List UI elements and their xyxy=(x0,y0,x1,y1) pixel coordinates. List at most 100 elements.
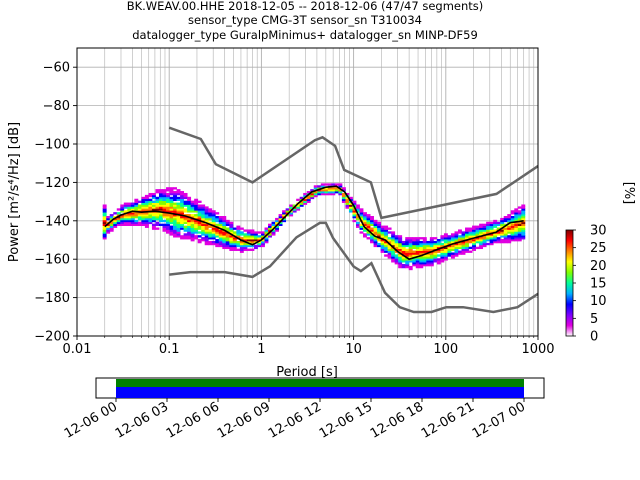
density-cell xyxy=(137,200,142,203)
colorbar-tick-label: 5 xyxy=(590,312,598,327)
density-cell xyxy=(521,221,526,225)
density-cell xyxy=(236,244,241,248)
density-cell xyxy=(366,233,371,236)
density-cell xyxy=(493,229,498,232)
density-cell xyxy=(183,192,188,196)
density-cell xyxy=(352,200,357,203)
density-cell xyxy=(468,240,473,244)
density-cell xyxy=(412,264,417,267)
density-cell xyxy=(370,231,374,234)
density-cell xyxy=(243,244,248,248)
density-cell xyxy=(503,217,508,221)
density-cell xyxy=(412,252,417,255)
density-cell xyxy=(158,212,163,215)
density-cell xyxy=(166,202,170,205)
y-tick-label: −140 xyxy=(34,214,70,229)
density-cell xyxy=(401,260,406,263)
density-cell xyxy=(155,208,160,211)
density-cell xyxy=(183,194,188,198)
density-cell xyxy=(493,225,498,228)
density-cell xyxy=(415,265,420,269)
density-cell xyxy=(348,206,353,209)
density-cell xyxy=(443,250,448,253)
density-cell xyxy=(450,254,455,257)
density-cell xyxy=(521,206,526,209)
density-cell xyxy=(419,252,424,255)
density-cell xyxy=(373,227,378,230)
density-cell xyxy=(461,248,466,251)
density-cell xyxy=(215,233,220,236)
density-cell xyxy=(352,212,357,215)
density-cell xyxy=(405,252,410,255)
density-cell xyxy=(366,214,371,217)
density-cell xyxy=(144,196,149,200)
density-cell xyxy=(180,219,185,223)
density-cell xyxy=(106,231,111,234)
density-cell xyxy=(187,196,192,200)
density-cell xyxy=(387,248,392,251)
density-cell xyxy=(225,229,230,232)
density-cell xyxy=(415,252,420,255)
coverage-tick-label: 12-06 03 xyxy=(113,399,171,441)
density-cell xyxy=(458,239,462,242)
density-cell xyxy=(408,260,413,263)
y-tick-label: −60 xyxy=(43,61,70,76)
density-cell xyxy=(282,219,287,223)
density-cell xyxy=(229,229,234,232)
density-cell xyxy=(109,221,114,225)
density-cell xyxy=(173,208,177,211)
density-cell xyxy=(176,229,181,232)
noise-models xyxy=(168,126,539,314)
density-cell xyxy=(422,246,427,250)
density-cell xyxy=(391,256,396,259)
density-cell xyxy=(398,246,403,250)
density-cell xyxy=(137,214,142,217)
density-cell xyxy=(141,198,146,202)
density-cell xyxy=(299,200,304,203)
density-cell xyxy=(324,189,329,192)
density-cell xyxy=(169,231,174,234)
density-cell xyxy=(489,229,494,232)
density-cell xyxy=(204,208,209,211)
density-cell xyxy=(158,206,163,209)
density-cell xyxy=(517,214,522,217)
density-cell xyxy=(229,225,234,228)
density-cell xyxy=(429,248,434,251)
density-cell xyxy=(422,258,427,261)
density-cell xyxy=(158,200,163,203)
density-cell xyxy=(116,219,121,223)
density-cell xyxy=(401,252,406,255)
density-cell xyxy=(211,227,216,230)
density-cell xyxy=(123,210,128,213)
density-cell xyxy=(510,227,515,230)
density-cell xyxy=(187,225,192,228)
density-cell xyxy=(433,240,438,244)
density-cell xyxy=(151,206,156,209)
density-cell xyxy=(120,223,125,226)
density-cell xyxy=(141,206,146,209)
density-cell xyxy=(127,204,132,207)
density-cell xyxy=(102,204,107,207)
density-cell xyxy=(514,212,519,215)
density-cell xyxy=(443,235,448,238)
density-cell xyxy=(250,231,255,234)
density-cell xyxy=(183,217,188,221)
density-cell xyxy=(454,250,459,253)
density-cell xyxy=(190,233,195,236)
density-cell xyxy=(109,229,114,232)
density-cell xyxy=(363,229,367,232)
density-cell xyxy=(229,246,234,250)
density-cell xyxy=(352,216,357,219)
density-cell xyxy=(521,214,526,217)
density-cell xyxy=(208,216,213,219)
density-cell xyxy=(194,206,199,209)
density-cell xyxy=(183,237,188,240)
density-cell xyxy=(384,240,389,244)
density-cell xyxy=(429,262,434,265)
density-cell xyxy=(289,212,294,215)
density-cell xyxy=(141,200,146,203)
density-cell xyxy=(176,198,181,202)
density-cell xyxy=(510,233,515,236)
density-cell xyxy=(482,237,487,240)
